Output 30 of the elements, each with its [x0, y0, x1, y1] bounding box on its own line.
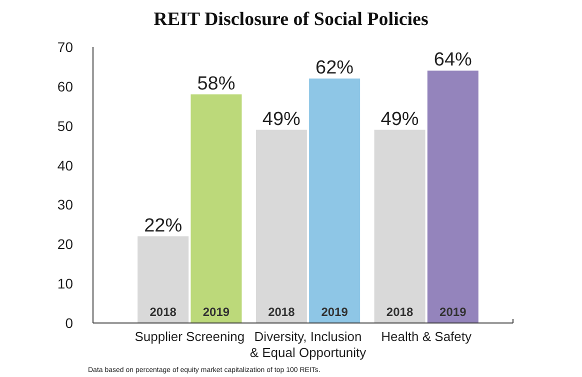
series-label: 2019 [202, 305, 230, 319]
chart-title: REIT Disclosure of Social Policies [154, 9, 428, 30]
text: 2018 [386, 305, 414, 319]
y-tick-label: 20 [57, 236, 74, 252]
y-tick-label: 10 [57, 276, 74, 292]
data-label: 62% [316, 58, 354, 79]
series-label: 2018 [150, 305, 177, 319]
bar [138, 236, 189, 323]
y-tick-label: 40 [57, 157, 74, 174]
bar [256, 130, 307, 323]
bar [374, 130, 426, 323]
data-label: 49% [262, 108, 301, 130]
y-tick-label: 50 [57, 118, 74, 134]
y-tick-label: 30 [57, 196, 74, 213]
y-tick-label: 70 [57, 39, 74, 55]
bar [190, 94, 242, 323]
data-label: 64% [434, 50, 472, 71]
text: 2019 [321, 305, 348, 319]
bar [427, 70, 478, 323]
text: 2019 [440, 305, 466, 319]
bar [309, 78, 360, 323]
y-tick-label: 0 [65, 315, 74, 331]
x-tick-label: Supplier Screening [134, 329, 245, 344]
data-label: 49% [380, 108, 419, 130]
x-tick-label: Health & Safety [381, 329, 472, 344]
text: 2018 [268, 305, 295, 319]
y-tick-label: 60 [57, 78, 74, 94]
data-label: 58% [197, 73, 236, 94]
x-tick-label: Diversity, Inclusion & Equal Opportunity [250, 329, 367, 360]
data-label: 22% [144, 215, 182, 236]
